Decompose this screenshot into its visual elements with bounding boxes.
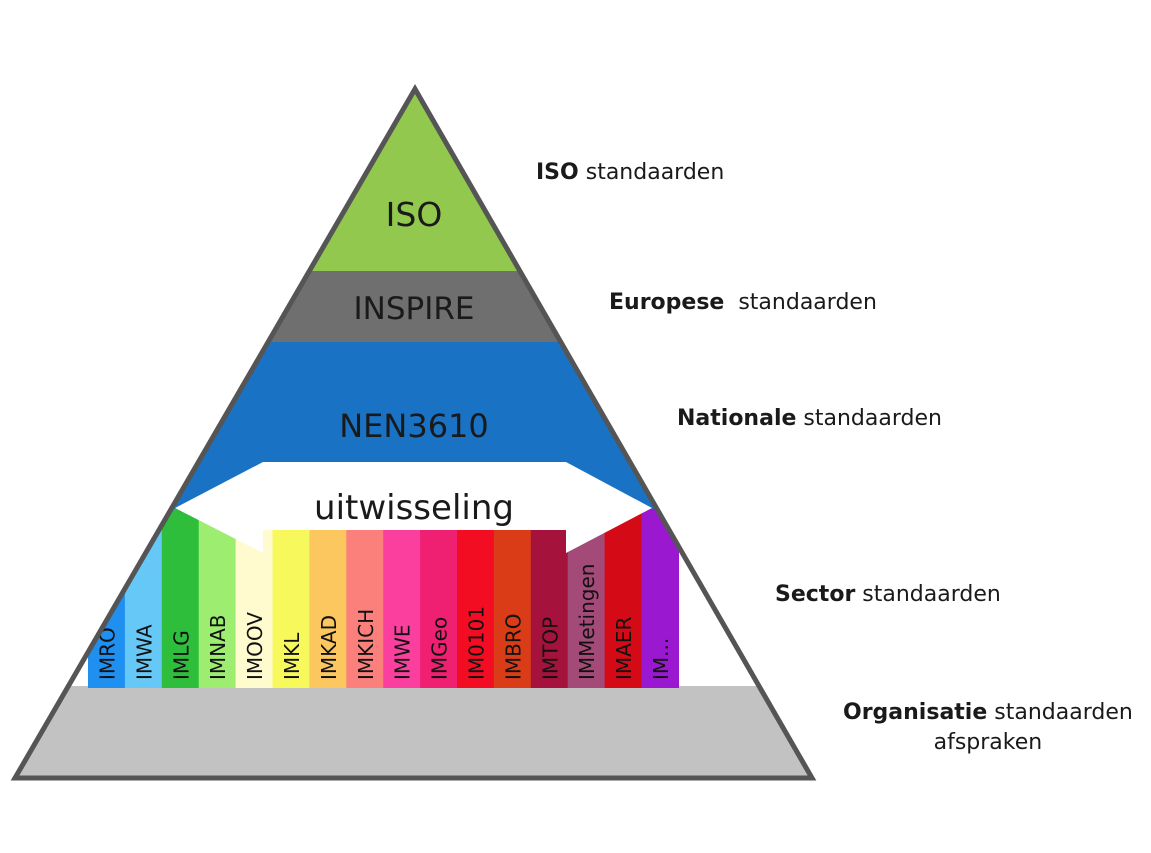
national-standards-label: Nationale standaarden xyxy=(677,406,942,431)
exchange-label: uitwisseling xyxy=(314,488,514,528)
inspire-label: INSPIRE xyxy=(354,291,475,327)
nen3610-label: NEN3610 xyxy=(339,407,489,445)
iso-label: ISO xyxy=(386,195,443,234)
sector-model-label: IMAER xyxy=(612,617,636,680)
sector-model-labels: IMRO IMWA IMLG IMNAB IMOOV IMKL IMKAD IMKICH IMW… xyxy=(96,564,674,680)
national-band xyxy=(15,342,812,509)
european-standards-label: Europese standaarden xyxy=(609,290,877,315)
sector-model-label: IMKAD xyxy=(317,615,341,680)
sector-stripe xyxy=(420,500,458,688)
sector-stripe xyxy=(530,500,569,688)
sector-model-label: IM0101 xyxy=(464,606,488,680)
sector-stripe xyxy=(161,500,200,688)
sector-stripe xyxy=(272,500,310,688)
sector-stripe xyxy=(457,500,495,688)
sector-model-label: IMGeo xyxy=(428,617,452,680)
sector-model-label: IMWE xyxy=(391,624,415,680)
sector-stripe xyxy=(493,500,532,688)
sector-model-label: IMKL xyxy=(280,632,304,680)
sector-model-label: IMTOP xyxy=(538,617,562,680)
sector-standards-label: Sector standaarden xyxy=(775,582,1001,607)
sector-model-label: IMOOV xyxy=(243,612,267,680)
sector-model-label: IM... xyxy=(649,638,673,680)
organisation-band xyxy=(15,686,812,778)
sector-model-label: IMNAB xyxy=(206,614,230,680)
exchange-arrow xyxy=(175,462,652,553)
sector-model-label: IMWA xyxy=(132,624,156,680)
inspire-band xyxy=(15,271,812,342)
sector-model-label: IMBRO xyxy=(501,613,525,680)
sector-stripe xyxy=(383,500,421,688)
iso-standards-label: ISO standaarden xyxy=(536,160,725,185)
sector-stripe xyxy=(309,500,347,688)
sector-model-label: IMKICH xyxy=(354,609,378,680)
pyramid-outline xyxy=(10,84,817,781)
sector-stripe xyxy=(346,500,384,688)
organisation-standards-label: Organisatie standaarden afspraken xyxy=(843,700,1133,755)
sector-stripe xyxy=(604,500,643,688)
sector-model-label: IMMetingen xyxy=(575,564,599,680)
sector-model-label: IMLG xyxy=(169,630,193,680)
